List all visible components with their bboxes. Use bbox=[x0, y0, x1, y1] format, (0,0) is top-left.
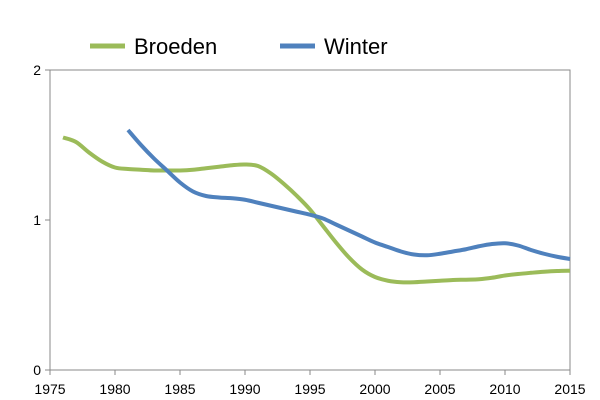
x-tick-label: 2010 bbox=[489, 381, 520, 397]
x-tick-label: 1985 bbox=[164, 381, 195, 397]
x-tick-label: 1990 bbox=[229, 381, 260, 397]
series-lines bbox=[62, 128, 571, 285]
x-tick-label: 2015 bbox=[554, 381, 585, 397]
plot-area bbox=[49, 69, 571, 371]
legend: Broeden Winter bbox=[90, 34, 388, 59]
x-tick-label: 2005 bbox=[424, 381, 455, 397]
y-axis: 0 1 2 bbox=[33, 62, 50, 378]
x-tick-label: 1980 bbox=[99, 381, 130, 397]
y-tick-label: 2 bbox=[33, 62, 41, 78]
y-tick-label: 1 bbox=[33, 212, 41, 228]
x-tick-label: 1975 bbox=[34, 381, 65, 397]
legend-label-broeden: Broeden bbox=[134, 34, 217, 59]
x-tick-label: 1995 bbox=[294, 381, 325, 397]
y-tick-label: 0 bbox=[33, 362, 41, 378]
series-line-winter bbox=[126, 128, 571, 261]
legend-label-winter: Winter bbox=[324, 34, 388, 59]
x-axis: 1975 1980 1985 1990 1995 2000 2005 2010 2015 bbox=[34, 370, 586, 397]
x-tick-label: 2000 bbox=[359, 381, 390, 397]
